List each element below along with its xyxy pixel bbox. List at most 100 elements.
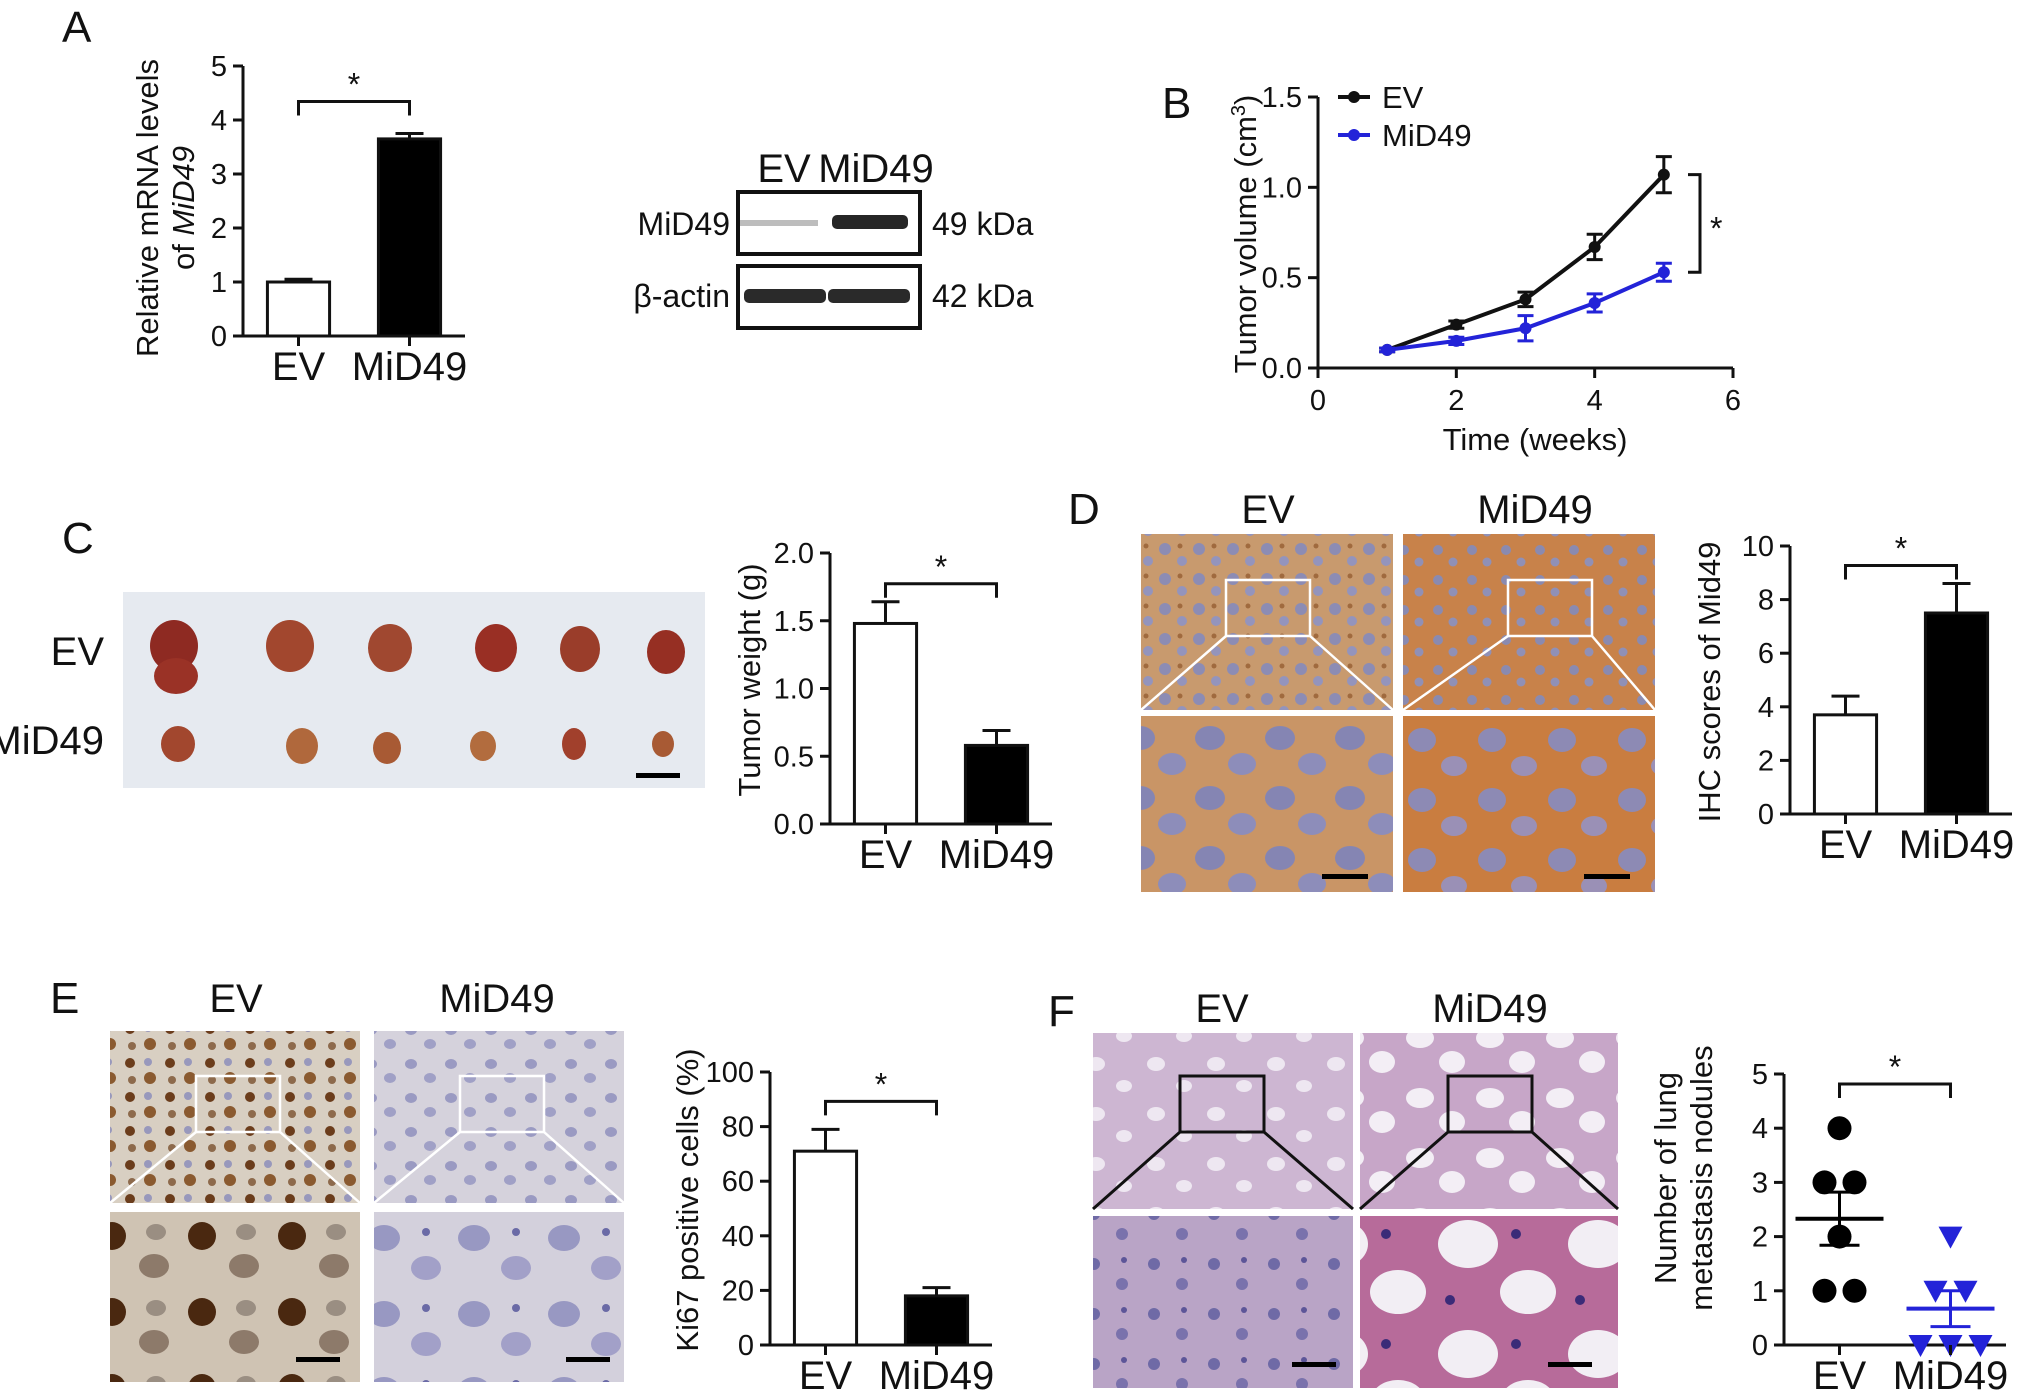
lung-mid49-zoom-line-left xyxy=(1359,1130,1449,1211)
chart-f: Number of lung metastasis nodules 0 1 2 3 4 5… xyxy=(1648,1045,2008,1398)
chart-c-ytick-label-0: 0.0 xyxy=(774,809,814,841)
chart-f-point-mid49-0 xyxy=(1938,1226,1963,1249)
panel-letter-b: B xyxy=(1162,79,1191,128)
chart-f-ytick-label-0: 0 xyxy=(1752,1330,1768,1362)
lung-mid49-zoom-line-right xyxy=(1530,1130,1620,1211)
panel-letter-e: E xyxy=(50,974,79,1023)
chart-a-bar-ev xyxy=(265,280,332,338)
lung-col-label-mid49: MiD49 xyxy=(1432,987,1548,1031)
chart-b-point-mid49-2 xyxy=(1519,322,1532,335)
chart-a-ytick-label-2: 2 xyxy=(211,213,227,245)
chart-a-yaxis: 0 1 2 3 4 5 xyxy=(211,51,245,353)
chart-c-yaxis: 0.0 0.5 1.0 1.5 2.0 xyxy=(774,538,832,841)
chart-f-points xyxy=(1784,1116,2006,1357)
chart-b-legend-label-ev: EV xyxy=(1382,80,1424,115)
chart-e-ytick-label-0: 0 xyxy=(738,1330,754,1362)
chart-b-xaxis: 0 2 4 6 xyxy=(1310,366,1741,417)
chart-a-errorbar-mid49 xyxy=(395,132,424,139)
chart-e-ytick-label-1: 20 xyxy=(722,1275,754,1307)
chart-b-sig-bracket xyxy=(1688,173,1702,274)
ki67-col-label-mid49: MiD49 xyxy=(439,977,555,1021)
panel-letter-f: F xyxy=(1048,987,1075,1036)
western-blot: EV MiD49 MiD49 β-actin 49 kDa 42 kDa xyxy=(633,147,1034,330)
chart-c-errorbar-mid49 xyxy=(982,729,1011,746)
chart-f-point-ev-5 xyxy=(1842,1278,1867,1303)
chart-f-ytick-label-3: 3 xyxy=(1752,1167,1768,1199)
ki67-ev-high xyxy=(110,1212,360,1382)
tumor-row-label-ev: EV xyxy=(51,630,105,674)
chart-f-ylabel-line2: metastasis nodules xyxy=(1684,1045,1719,1310)
chart-e-significance: * xyxy=(824,1066,938,1116)
chart-b-legend-marker-mid49 xyxy=(1348,129,1360,141)
chart-a-ylabel-line2: of MiD49 xyxy=(166,146,201,270)
chart-b-point-ev-1 xyxy=(1450,318,1463,331)
chart-d-xtick-label-mid49: MiD49 xyxy=(1899,823,2015,867)
panel-letter-c: C xyxy=(62,514,94,563)
chart-a-sig-star: * xyxy=(348,67,360,103)
chart-c: Tumor weight (g) 0.0 0.5 1.0 1.5 2.0 EV MiD49… xyxy=(732,538,1054,877)
chart-c-ylabel: Tumor weight (g) xyxy=(732,563,767,796)
chart-d-sig-bracket xyxy=(1844,564,1958,580)
ihc-ev-high xyxy=(1141,716,1393,892)
chart-b-point-ev-4 xyxy=(1657,168,1670,181)
tumor-mid49-3 xyxy=(373,732,401,764)
chart-e-sig-star: * xyxy=(875,1066,887,1102)
tumor-ev-1a xyxy=(150,620,198,672)
chart-e-xtick-label-mid49: MiD49 xyxy=(879,1354,995,1398)
chart-e-bars xyxy=(770,1127,992,1355)
ihc-mid49-zoom-line-right xyxy=(1591,635,1656,711)
chart-d-ytick-label-3: 6 xyxy=(1758,638,1774,670)
lung-ev-scale-bar xyxy=(1292,1362,1336,1367)
chart-e-errorbar-mid49 xyxy=(922,1286,951,1296)
chart-f-sig-bracket xyxy=(1838,1082,1952,1098)
ihc-mid49-high xyxy=(1403,716,1655,892)
lung-col-label-ev: EV xyxy=(1195,987,1249,1031)
chart-c-bars xyxy=(830,600,1052,834)
lung-ev-zoom-line-left xyxy=(1092,1130,1181,1211)
chart-b-ylabel: Tumor volume (cm3) xyxy=(1228,95,1263,374)
ki67-mid49-high xyxy=(374,1212,624,1382)
chart-d-bars xyxy=(1790,582,2012,824)
tumor-ev-2 xyxy=(266,620,314,672)
chart-d-errorbar-mid49 xyxy=(1942,582,1971,613)
chart-a-sig-bracket xyxy=(297,100,411,116)
lung-ev-zoom-box xyxy=(1178,1074,1266,1134)
chart-a-ytick-label-3: 3 xyxy=(211,159,227,191)
chart-a-errorbar-ev xyxy=(284,277,313,282)
ihc-ev-zoom-line-left xyxy=(1140,635,1227,711)
chart-d-xlabels: EV MiD49 xyxy=(1819,823,2014,867)
chart-e-ylabel: Ki67 positive cells (%) xyxy=(670,1048,705,1351)
lung-photos: EV MiD49 xyxy=(1092,987,1620,1388)
ihc-ev-zoom-box xyxy=(1224,578,1312,638)
chart-c-bar-ev xyxy=(852,621,919,826)
lung-mid49-zoom-box xyxy=(1446,1074,1534,1134)
tumor-mid49-1 xyxy=(161,726,195,762)
chart-d-significance: * xyxy=(1844,531,1958,580)
chart-e-ytick-label-4: 80 xyxy=(722,1112,754,1144)
lung-mid49-low xyxy=(1360,1033,1618,1209)
tumor-row-label-mid49: MiD49 xyxy=(0,719,104,763)
chart-e-ytick-label-2: 40 xyxy=(722,1221,754,1253)
chart-f-ytick-label-4: 4 xyxy=(1752,1113,1768,1145)
chart-d-xtick-label-ev: EV xyxy=(1819,823,1873,867)
blot-band-mid49-mid49 xyxy=(832,215,908,229)
chart-c-sig-star: * xyxy=(935,549,947,585)
chart-d: IHC scores of Mid49 0 2 4 6 8 10 EV MiD49 * xyxy=(1692,531,2014,867)
blot-band-actin-mid49 xyxy=(828,289,910,303)
chart-d-ytick-label-5: 10 xyxy=(1742,531,1774,563)
chart-d-yaxis: 0 2 4 6 8 10 xyxy=(1742,531,1792,831)
tumor-mid49-5 xyxy=(562,728,586,760)
chart-a-xtick-label-ev: EV xyxy=(272,345,326,389)
chart-e-ytick-label-5: 100 xyxy=(706,1057,754,1089)
chart-f-point-ev-0 xyxy=(1827,1116,1852,1141)
ki67-photos: EV MiD49 xyxy=(109,977,625,1382)
chart-b-point-mid49-4 xyxy=(1657,266,1670,279)
chart-f-point-ev-1 xyxy=(1812,1170,1837,1195)
chart-f-ytick-label-2: 2 xyxy=(1752,1222,1768,1254)
chart-c-errorbar-ev xyxy=(871,600,900,624)
chart-a-xtick-label-mid49: MiD49 xyxy=(352,345,468,389)
chart-d-ytick-label-0: 0 xyxy=(1758,799,1774,831)
chart-c-ytick-label-4: 2.0 xyxy=(774,538,814,570)
ki67-mid49-zoom-line-right xyxy=(543,1131,625,1204)
chart-f-xlabels: EV MiD49 xyxy=(1813,1354,2008,1398)
